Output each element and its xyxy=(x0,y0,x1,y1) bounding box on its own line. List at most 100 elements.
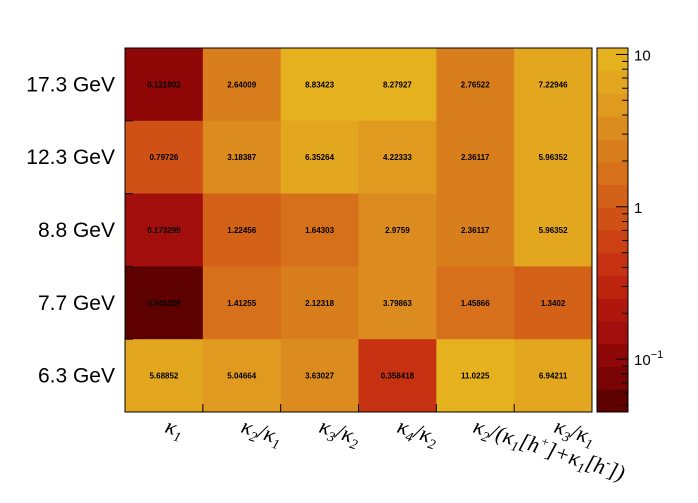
column-label: κ3/κ1 xyxy=(550,413,598,453)
column-labels: κ1 κ2/κ1 κ3/κ2 κ4/κ2 κ2/(κ1[h+]+κ1[h-])κ3/κ1 xyxy=(161,412,628,489)
heatmap-cell xyxy=(280,120,359,195)
heatmap-cell xyxy=(280,339,359,413)
column-label: κ1 xyxy=(161,413,187,446)
cell-value-label: 0.358418 xyxy=(381,372,415,381)
heatmap-cell xyxy=(125,193,204,267)
cell-value-label: 11.0225 xyxy=(461,372,490,381)
colorbar-tick-base: 10 xyxy=(634,47,651,64)
heatmap-cell xyxy=(514,120,593,195)
column-label: κ4/κ2 xyxy=(393,413,441,453)
heatmap-cell xyxy=(280,266,359,340)
column-label-part: 1 xyxy=(171,430,182,446)
cell-value-label: 6.35264 xyxy=(305,153,334,162)
heatmap-cell xyxy=(125,48,204,122)
column-label-part: 2 xyxy=(247,430,258,446)
column-label-part: [h xyxy=(517,428,543,458)
heatmap-cell xyxy=(358,120,437,195)
column-label-part: 2 xyxy=(348,437,359,453)
heatmap-cell xyxy=(358,339,437,413)
heatmap-cell xyxy=(202,339,282,413)
colorbar-segment xyxy=(597,161,628,185)
column-label-part: 2 xyxy=(426,437,437,453)
column-label: κ2/(κ1[h+]+κ1[h-]) xyxy=(469,412,628,489)
heatmap-cell xyxy=(358,48,437,122)
heatmap-cell xyxy=(202,48,282,122)
cell-value-label: 1.45866 xyxy=(461,299,490,308)
colorbar-tick-base: 10 xyxy=(634,352,651,369)
cell-value-label: 0.045329 xyxy=(147,299,181,308)
cell-value-label: 2.12318 xyxy=(305,299,334,308)
cell-value-label: 5.96352 xyxy=(539,226,568,235)
column-label-part: 1 xyxy=(583,437,594,453)
cell-value-label: 1.41255 xyxy=(227,299,256,308)
colorbar-segment xyxy=(597,275,628,299)
row-label: 8.8 GeV xyxy=(38,219,115,242)
colorbar-segment xyxy=(597,48,628,72)
column-label: κ2/κ1 xyxy=(237,413,285,453)
cell-value-label: 2.76522 xyxy=(461,80,490,89)
cell-value-label: 2.36117 xyxy=(461,153,490,162)
colorbar-tick-label: 1 xyxy=(634,200,642,217)
heatmap-cell xyxy=(436,48,515,122)
cell-value-label: 3.18387 xyxy=(227,153,256,162)
heatmap-cell xyxy=(202,120,282,195)
plot-frame xyxy=(124,47,593,413)
heatmap-cells: 0.121802 2.64009 8.83423 8.27927 2.76522 7.22… xyxy=(125,48,593,413)
heatmap-cell xyxy=(436,120,515,195)
colorbar-segment xyxy=(597,252,628,276)
colorbar-tick-base: 1 xyxy=(634,200,642,217)
colorbar-segment xyxy=(597,230,628,254)
column-label-part: 1 xyxy=(575,461,586,477)
colorbar-segment xyxy=(597,184,628,208)
heatmap-cell xyxy=(514,48,593,122)
heatmap-cell xyxy=(125,339,204,413)
cell-value-label: 2.64009 xyxy=(227,80,256,89)
cell-value-label: 1.3402 xyxy=(541,299,566,308)
cell-value-label: 5.68852 xyxy=(149,372,178,381)
column-label-part: ]) xyxy=(604,456,628,485)
heatmap-cell xyxy=(514,339,593,413)
heatmap-cell xyxy=(436,193,515,267)
heatmap-cell xyxy=(436,339,515,413)
column-label-part: - xyxy=(605,454,614,470)
cell-value-label: 5.96352 xyxy=(539,153,568,162)
colorbar-segment xyxy=(597,93,628,117)
row-label: 7.7 GeV xyxy=(38,292,115,315)
heatmap-cell xyxy=(514,266,593,340)
heatmap-cell xyxy=(280,48,359,122)
cell-value-label: 7.22946 xyxy=(539,80,568,89)
heatmap-cell xyxy=(202,193,282,267)
cell-value-label: 1.64303 xyxy=(305,226,334,235)
cell-value-label: 3.79863 xyxy=(383,299,412,308)
colorbar-tick-exponent: −1 xyxy=(651,349,664,361)
row-label: 12.3 GeV xyxy=(26,146,115,169)
colorbar-tick-label: 10−1 xyxy=(634,349,663,369)
colorbar-segment xyxy=(597,70,628,94)
colorbar-segment xyxy=(597,321,628,345)
colorbar-segment xyxy=(597,139,628,163)
colorbar-segment xyxy=(597,366,628,390)
heatmap-cell xyxy=(125,266,204,340)
heatmap-cell xyxy=(358,266,437,340)
cell-value-label: 3.63027 xyxy=(305,372,334,381)
cell-value-label: 0.121802 xyxy=(147,80,181,89)
colorbar-segment xyxy=(597,298,628,322)
column-label-part: 4 xyxy=(403,430,414,446)
cell-value-label: 8.27927 xyxy=(383,80,412,89)
heatmap-cell xyxy=(202,266,282,340)
row-label: 6.3 GeV xyxy=(38,365,115,388)
row-labels: 17.3 GeV 12.3 GeV 8.8 GeV 7.7 GeV 6.3 GeV xyxy=(26,73,115,387)
colorbar-segment xyxy=(597,207,628,231)
cell-value-label: 8.83423 xyxy=(305,80,334,89)
colorbar-segment xyxy=(597,116,628,140)
cell-value-label: 2.36117 xyxy=(461,226,490,235)
column-label-part: 1 xyxy=(509,439,520,455)
column-label-part: [h xyxy=(583,449,609,479)
cell-value-label: 6.94211 xyxy=(539,372,568,381)
colorbar-segment xyxy=(597,343,628,367)
cell-value-label: 2.9759 xyxy=(385,226,410,235)
heatmap-cell xyxy=(436,266,515,340)
column-label: κ3/κ2 xyxy=(315,413,363,453)
